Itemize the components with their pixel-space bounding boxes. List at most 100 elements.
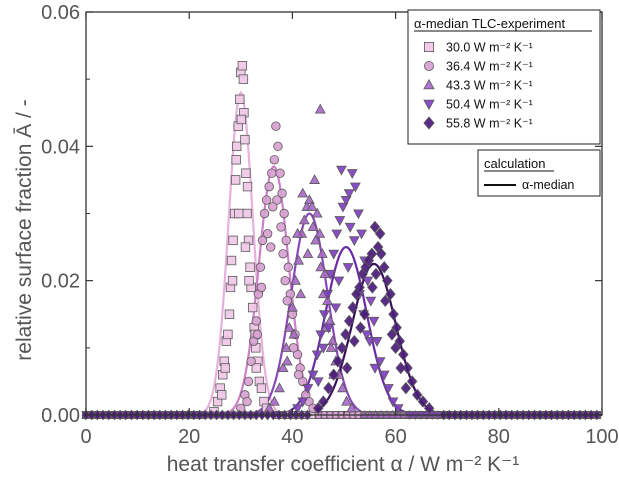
data-point — [330, 303, 342, 314]
data-point — [374, 357, 386, 368]
data-point — [259, 208, 270, 219]
data-point — [412, 388, 423, 402]
x-tick-label: 0 — [80, 426, 91, 448]
data-point — [242, 208, 252, 219]
data-point — [268, 202, 278, 212]
data-point — [331, 229, 343, 240]
data-point — [306, 201, 318, 211]
data-point — [312, 377, 324, 388]
data-point — [255, 262, 266, 272]
data-point — [349, 334, 360, 348]
data-point — [337, 382, 348, 393]
data-point — [315, 330, 327, 341]
data-point — [264, 181, 274, 192]
legend-experiment-title: α-median TLC-experiment — [414, 16, 565, 31]
data-point — [310, 234, 322, 245]
data-point — [322, 290, 333, 300]
data-point — [343, 314, 355, 328]
data-point — [281, 235, 291, 246]
legend-marker — [423, 99, 435, 111]
data-point — [312, 402, 324, 415]
legend-experiment-entries: 30.0 W m⁻² K⁻¹ 36.4 W m⁻² K⁻¹ 43.3 W m⁻² K… — [423, 41, 533, 131]
data-point — [256, 282, 267, 293]
data-point — [323, 323, 334, 334]
data-point — [400, 381, 412, 395]
data-point — [324, 315, 336, 326]
data-point — [327, 335, 339, 346]
data-point — [241, 168, 251, 178]
data-point — [374, 227, 386, 240]
data-point — [343, 189, 355, 200]
axes — [85, 11, 603, 416]
data-point — [361, 330, 373, 341]
data-point — [317, 343, 329, 354]
data-point — [369, 363, 381, 374]
data-point — [307, 221, 319, 231]
legend-label: 43.3 W m⁻² K⁻¹ — [446, 79, 533, 93]
data-point — [346, 402, 358, 413]
data-point — [302, 248, 314, 258]
data-point — [227, 275, 238, 286]
data-point — [280, 342, 292, 352]
data-point — [220, 363, 231, 373]
data-point — [293, 254, 304, 265]
data-point — [406, 375, 418, 388]
data-point — [364, 337, 376, 347]
data-point — [282, 296, 292, 306]
data-point — [359, 308, 370, 321]
x-tick-label: 40 — [281, 426, 303, 448]
data-point — [341, 361, 353, 375]
data-point — [247, 302, 258, 313]
data-point — [353, 209, 364, 220]
data-point — [337, 202, 349, 213]
data-point — [333, 276, 345, 287]
legend-marker — [423, 42, 434, 53]
legend-experiment: α-median TLC-experiment 30.0 W m⁻² K⁻¹ 36… — [407, 9, 601, 145]
data-point — [224, 309, 235, 319]
data-point — [234, 208, 244, 219]
data-point — [328, 368, 339, 381]
data-point — [231, 141, 242, 152]
data-point — [342, 263, 354, 274]
data-point — [245, 262, 255, 272]
data-point — [388, 308, 399, 321]
data-point — [348, 236, 360, 247]
data-point — [292, 227, 303, 238]
data-point — [390, 341, 401, 355]
data-point — [356, 229, 367, 240]
data-point — [325, 342, 337, 352]
data-point — [382, 274, 393, 287]
data-point — [292, 349, 303, 360]
data-point — [228, 235, 238, 246]
data-point — [341, 395, 352, 406]
data-point — [370, 267, 382, 281]
y-tick-label: 0.02 — [41, 271, 80, 293]
data-point — [395, 361, 407, 375]
data-point — [371, 337, 383, 347]
data-point — [271, 121, 281, 131]
data-point — [297, 397, 309, 408]
data-point — [355, 321, 366, 334]
data-point — [398, 348, 409, 361]
data-point — [277, 362, 289, 373]
data-point — [281, 355, 293, 366]
data-point — [386, 328, 398, 341]
data-point — [318, 310, 330, 321]
data-point — [391, 321, 402, 334]
data-point — [314, 227, 326, 238]
data-point — [349, 182, 361, 193]
data-point — [307, 370, 319, 381]
x-axis-label: heat transfer coefficient α / W m⁻² K⁻¹ — [167, 453, 520, 476]
tick-labels: 0 20 40 60 80 100 0.00 0.02 0.04 0.06 — [41, 2, 619, 448]
data-point — [230, 175, 241, 185]
data-point — [290, 274, 301, 285]
x-tick-label: 100 — [585, 426, 618, 448]
data-point — [286, 301, 298, 312]
data-point — [328, 249, 340, 260]
fit-curve-series-5 — [86, 262, 602, 417]
legend-calculation: calculation α-median — [477, 149, 601, 197]
legend-calculation-title: calculation — [484, 156, 545, 171]
data-point — [344, 222, 356, 233]
data-point — [293, 370, 304, 380]
